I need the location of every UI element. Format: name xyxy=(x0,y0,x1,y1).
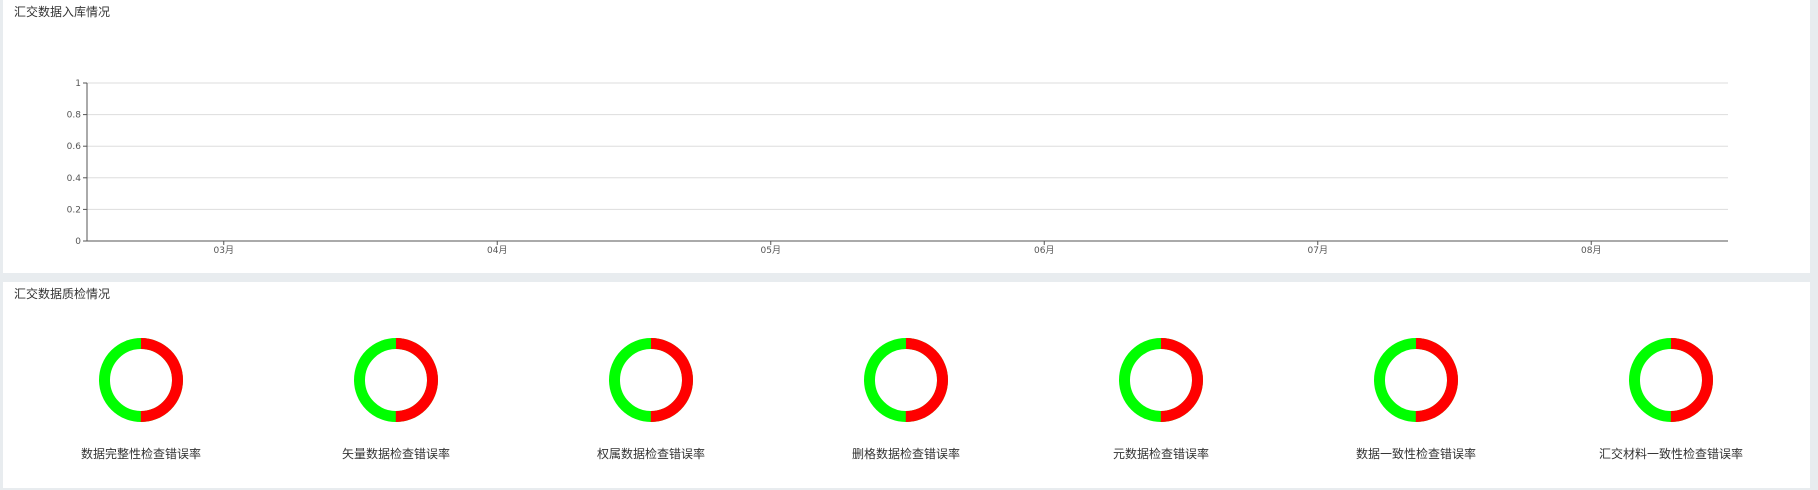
donut-label: 汇交材料一致性检查错误率 xyxy=(1598,447,1743,461)
donut-cell: 元数据检查错误率 xyxy=(1051,338,1271,488)
x-tick-label: 08月 xyxy=(1581,245,1601,256)
y-tick-label: 0.6 xyxy=(67,142,82,152)
x-tick-label: 07月 xyxy=(1308,245,1328,256)
x-tick-label: 04月 xyxy=(487,245,507,256)
donut-cell: 矢量数据检查错误率 xyxy=(286,338,506,488)
donut-label: 矢量数据检查错误率 xyxy=(341,447,450,461)
donut-error-slice xyxy=(1119,338,1203,422)
donut-label: 数据完整性检查错误率 xyxy=(80,447,201,461)
donut-chart xyxy=(99,338,183,422)
storage-line-chart: 0 0.2 0.4 0.6 0.8 1 03月 04月 05月 06月 07月 08月 xyxy=(67,79,1728,256)
y-tick-label: 0.2 xyxy=(67,205,81,215)
y-tick-label: 1 xyxy=(75,79,81,89)
donut-cell: 权属数据检查错误率 xyxy=(541,338,761,488)
donut-error-slice xyxy=(609,338,693,422)
donut-cell: 删格数据检查错误率 xyxy=(796,338,1016,488)
y-tick-label: 0.4 xyxy=(67,174,82,184)
quality-panel-title: 汇交数据质检情况 xyxy=(14,287,111,301)
donut-error-slice xyxy=(354,338,438,422)
donut-label: 数据一致性检查错误率 xyxy=(1355,447,1476,461)
donut-error-slice xyxy=(1374,338,1458,422)
donut-label: 删格数据检查错误率 xyxy=(851,447,960,461)
donut-cell: 数据完整性检查错误率 xyxy=(31,338,251,488)
donut-label: 权属数据检查错误率 xyxy=(596,447,705,461)
donut-chart xyxy=(1374,338,1458,422)
x-tick-label: 03月 xyxy=(214,245,234,256)
quality-panel: 汇交数据质检情况 数据完整性检查错误率 矢量数据检查错误率 权属数据检查错误率 … xyxy=(3,282,1810,488)
storage-panel: 汇交数据入库情况 0 0.2 0.4 0.6 0.8 1 03月 04月 05月 06月 07月 08… xyxy=(3,0,1810,273)
donut-error-slice xyxy=(864,338,948,422)
x-tick-label: 06月 xyxy=(1034,245,1054,256)
donut-chart xyxy=(609,338,693,422)
donut-error-slice xyxy=(99,338,183,422)
y-tick-label: 0 xyxy=(75,237,81,247)
donut-label: 元数据检查错误率 xyxy=(1112,447,1209,461)
storage-panel-title: 汇交数据入库情况 xyxy=(14,5,111,19)
donut-chart xyxy=(1629,338,1713,422)
donut-chart xyxy=(1119,338,1203,422)
x-tick-label: 05月 xyxy=(761,245,781,256)
donut-cell: 数据一致性检查错误率 xyxy=(1306,338,1526,488)
quality-donut-row: 数据完整性检查错误率 矢量数据检查错误率 权属数据检查错误率 删格数据检查错误率… xyxy=(3,338,1810,488)
donut-error-slice xyxy=(1629,338,1713,422)
donut-chart xyxy=(864,338,948,422)
donut-chart xyxy=(354,338,438,422)
donut-cell: 汇交材料一致性检查错误率 xyxy=(1561,338,1781,488)
y-tick-label: 0.8 xyxy=(67,111,82,121)
